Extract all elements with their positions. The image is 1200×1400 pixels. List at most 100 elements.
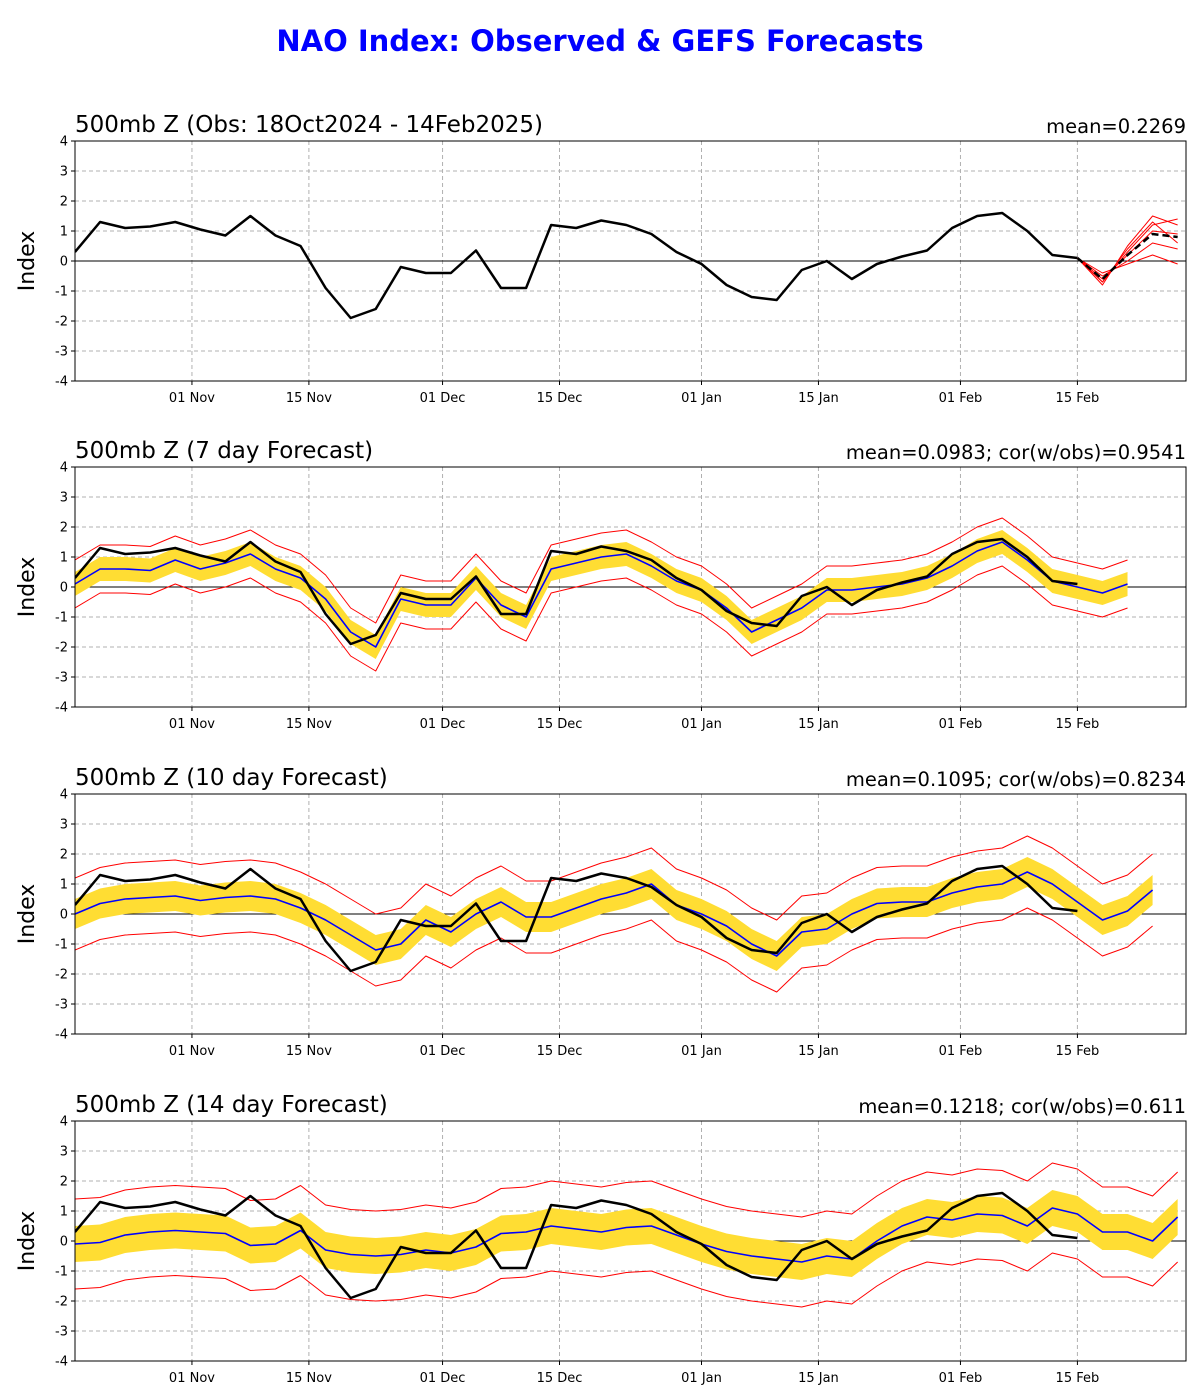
panel-stat: mean=0.1218; cor(w/obs)=0.611 (858, 1095, 1186, 1118)
x-tick-label: 15 Feb (1056, 1044, 1100, 1059)
figure-title: NAO Index: Observed & GEFS Forecasts (276, 24, 923, 58)
plot-frame (74, 793, 1187, 1035)
series-line (1076, 232, 1178, 281)
x-tick-label: 01 Feb (939, 1044, 983, 1059)
spread-band (75, 530, 1128, 659)
series-line (75, 1252, 1178, 1308)
plot-frame (74, 140, 1187, 382)
y-tick-label: 0 (60, 255, 68, 270)
y-tick-label: 2 (60, 195, 68, 210)
series-line (75, 1207, 1179, 1263)
y-tick-label: 0 (60, 1235, 68, 1250)
y-tick-label: 3 (60, 491, 68, 506)
x-tick-label: 15 Feb (1056, 717, 1100, 732)
plot-frame (74, 466, 1187, 708)
y-tick-label: -2 (55, 968, 68, 983)
series-line (1077, 242, 1178, 277)
x-tick-label: 15 Nov (286, 1044, 332, 1059)
y-tick-label: 1 (60, 878, 68, 893)
y-tick-label: -3 (55, 1325, 68, 1340)
series-line (1077, 221, 1178, 283)
y-tick-label: -4 (55, 375, 68, 390)
x-tick-label: 15 Dec (537, 391, 583, 406)
panel-stat: mean=0.2269 (1046, 115, 1186, 138)
series-line (75, 517, 1128, 624)
x-tick-label: 15 Dec (537, 1044, 583, 1059)
series-line (75, 1162, 1178, 1218)
y-axis-label: Index (15, 557, 40, 618)
y-tick-label: 1 (60, 225, 68, 240)
x-tick-label: 15 Nov (286, 1371, 332, 1386)
x-tick-label: 15 Feb (1056, 1371, 1100, 1386)
y-tick-label: 0 (60, 908, 68, 923)
series-line (75, 211, 1078, 320)
x-tick-label: 01 Nov (169, 1371, 215, 1386)
y-tick-label: -3 (55, 998, 68, 1013)
series-line (75, 541, 1128, 648)
y-axis-label: Index (15, 884, 40, 945)
series-line (75, 871, 1154, 957)
panel-stat: mean=0.1095; cor(w/obs)=0.8234 (846, 768, 1186, 791)
y-tick-label: -3 (55, 671, 68, 686)
x-tick-label: 01 Dec (420, 1044, 466, 1059)
y-tick-label: 2 (60, 1175, 68, 1190)
y-tick-label: 3 (60, 818, 68, 833)
x-tick-label: 15 Jan (798, 717, 839, 732)
x-tick-label: 01 Nov (169, 1044, 215, 1059)
y-tick-label: -3 (55, 345, 68, 360)
x-tick-label: 01 Nov (169, 717, 215, 732)
y-tick-label: -4 (55, 1028, 68, 1043)
y-tick-label: 2 (60, 521, 68, 536)
x-tick-label: 01 Feb (939, 1371, 983, 1386)
x-tick-label: 15 Jan (798, 1044, 839, 1059)
y-tick-label: 2 (60, 848, 68, 863)
series-line (75, 835, 1153, 921)
series-line (1077, 215, 1178, 286)
y-axis-label: Index (15, 231, 40, 292)
y-axis-label: Index (15, 1211, 40, 1272)
x-tick-label: 15 Dec (537, 717, 583, 732)
y-tick-label: -1 (55, 611, 68, 626)
x-tick-label: 01 Jan (681, 391, 722, 406)
x-tick-label: 01 Feb (939, 391, 983, 406)
y-tick-label: -2 (55, 1295, 68, 1310)
series-line (75, 1191, 1078, 1300)
y-tick-label: 4 (60, 461, 68, 476)
y-tick-label: 0 (60, 581, 68, 596)
y-tick-label: -2 (55, 315, 68, 330)
spread-band (75, 1190, 1178, 1280)
x-tick-label: 15 Jan (798, 391, 839, 406)
y-tick-label: 3 (60, 165, 68, 180)
x-tick-label: 01 Jan (681, 1371, 722, 1386)
y-tick-label: -1 (55, 938, 68, 953)
x-tick-label: 01 Jan (681, 717, 722, 732)
x-tick-label: 15 Nov (286, 391, 332, 406)
y-tick-label: 3 (60, 1145, 68, 1160)
y-tick-label: -2 (55, 641, 68, 656)
series-line (75, 565, 1128, 672)
panel-title: 500mb Z (14 day Forecast) (75, 1092, 388, 1118)
y-tick-label: -4 (55, 1355, 68, 1370)
x-tick-label: 01 Jan (681, 1044, 722, 1059)
panel-title: 500mb Z (10 day Forecast) (75, 765, 388, 791)
series-line (1077, 254, 1178, 274)
x-tick-label: 15 Feb (1056, 391, 1100, 406)
y-tick-label: 4 (60, 135, 68, 150)
series-line (75, 907, 1153, 993)
y-tick-label: -4 (55, 701, 68, 716)
x-tick-label: 01 Nov (169, 391, 215, 406)
x-tick-label: 01 Dec (420, 391, 466, 406)
y-tick-label: 1 (60, 1205, 68, 1220)
y-tick-label: -1 (55, 1265, 68, 1280)
series-line (75, 864, 1078, 973)
x-tick-label: 15 Jan (798, 1371, 839, 1386)
x-tick-label: 01 Dec (420, 717, 466, 732)
x-tick-label: 01 Dec (420, 1371, 466, 1386)
panel-title: 500mb Z (7 day Forecast) (75, 438, 373, 464)
x-tick-label: 01 Feb (939, 717, 983, 732)
panel-title: 500mb Z (Obs: 18Oct2024 - 14Feb2025) (75, 112, 543, 138)
plot-frame (74, 1120, 1187, 1362)
x-tick-label: 15 Dec (537, 1371, 583, 1386)
y-tick-label: 4 (60, 1115, 68, 1130)
